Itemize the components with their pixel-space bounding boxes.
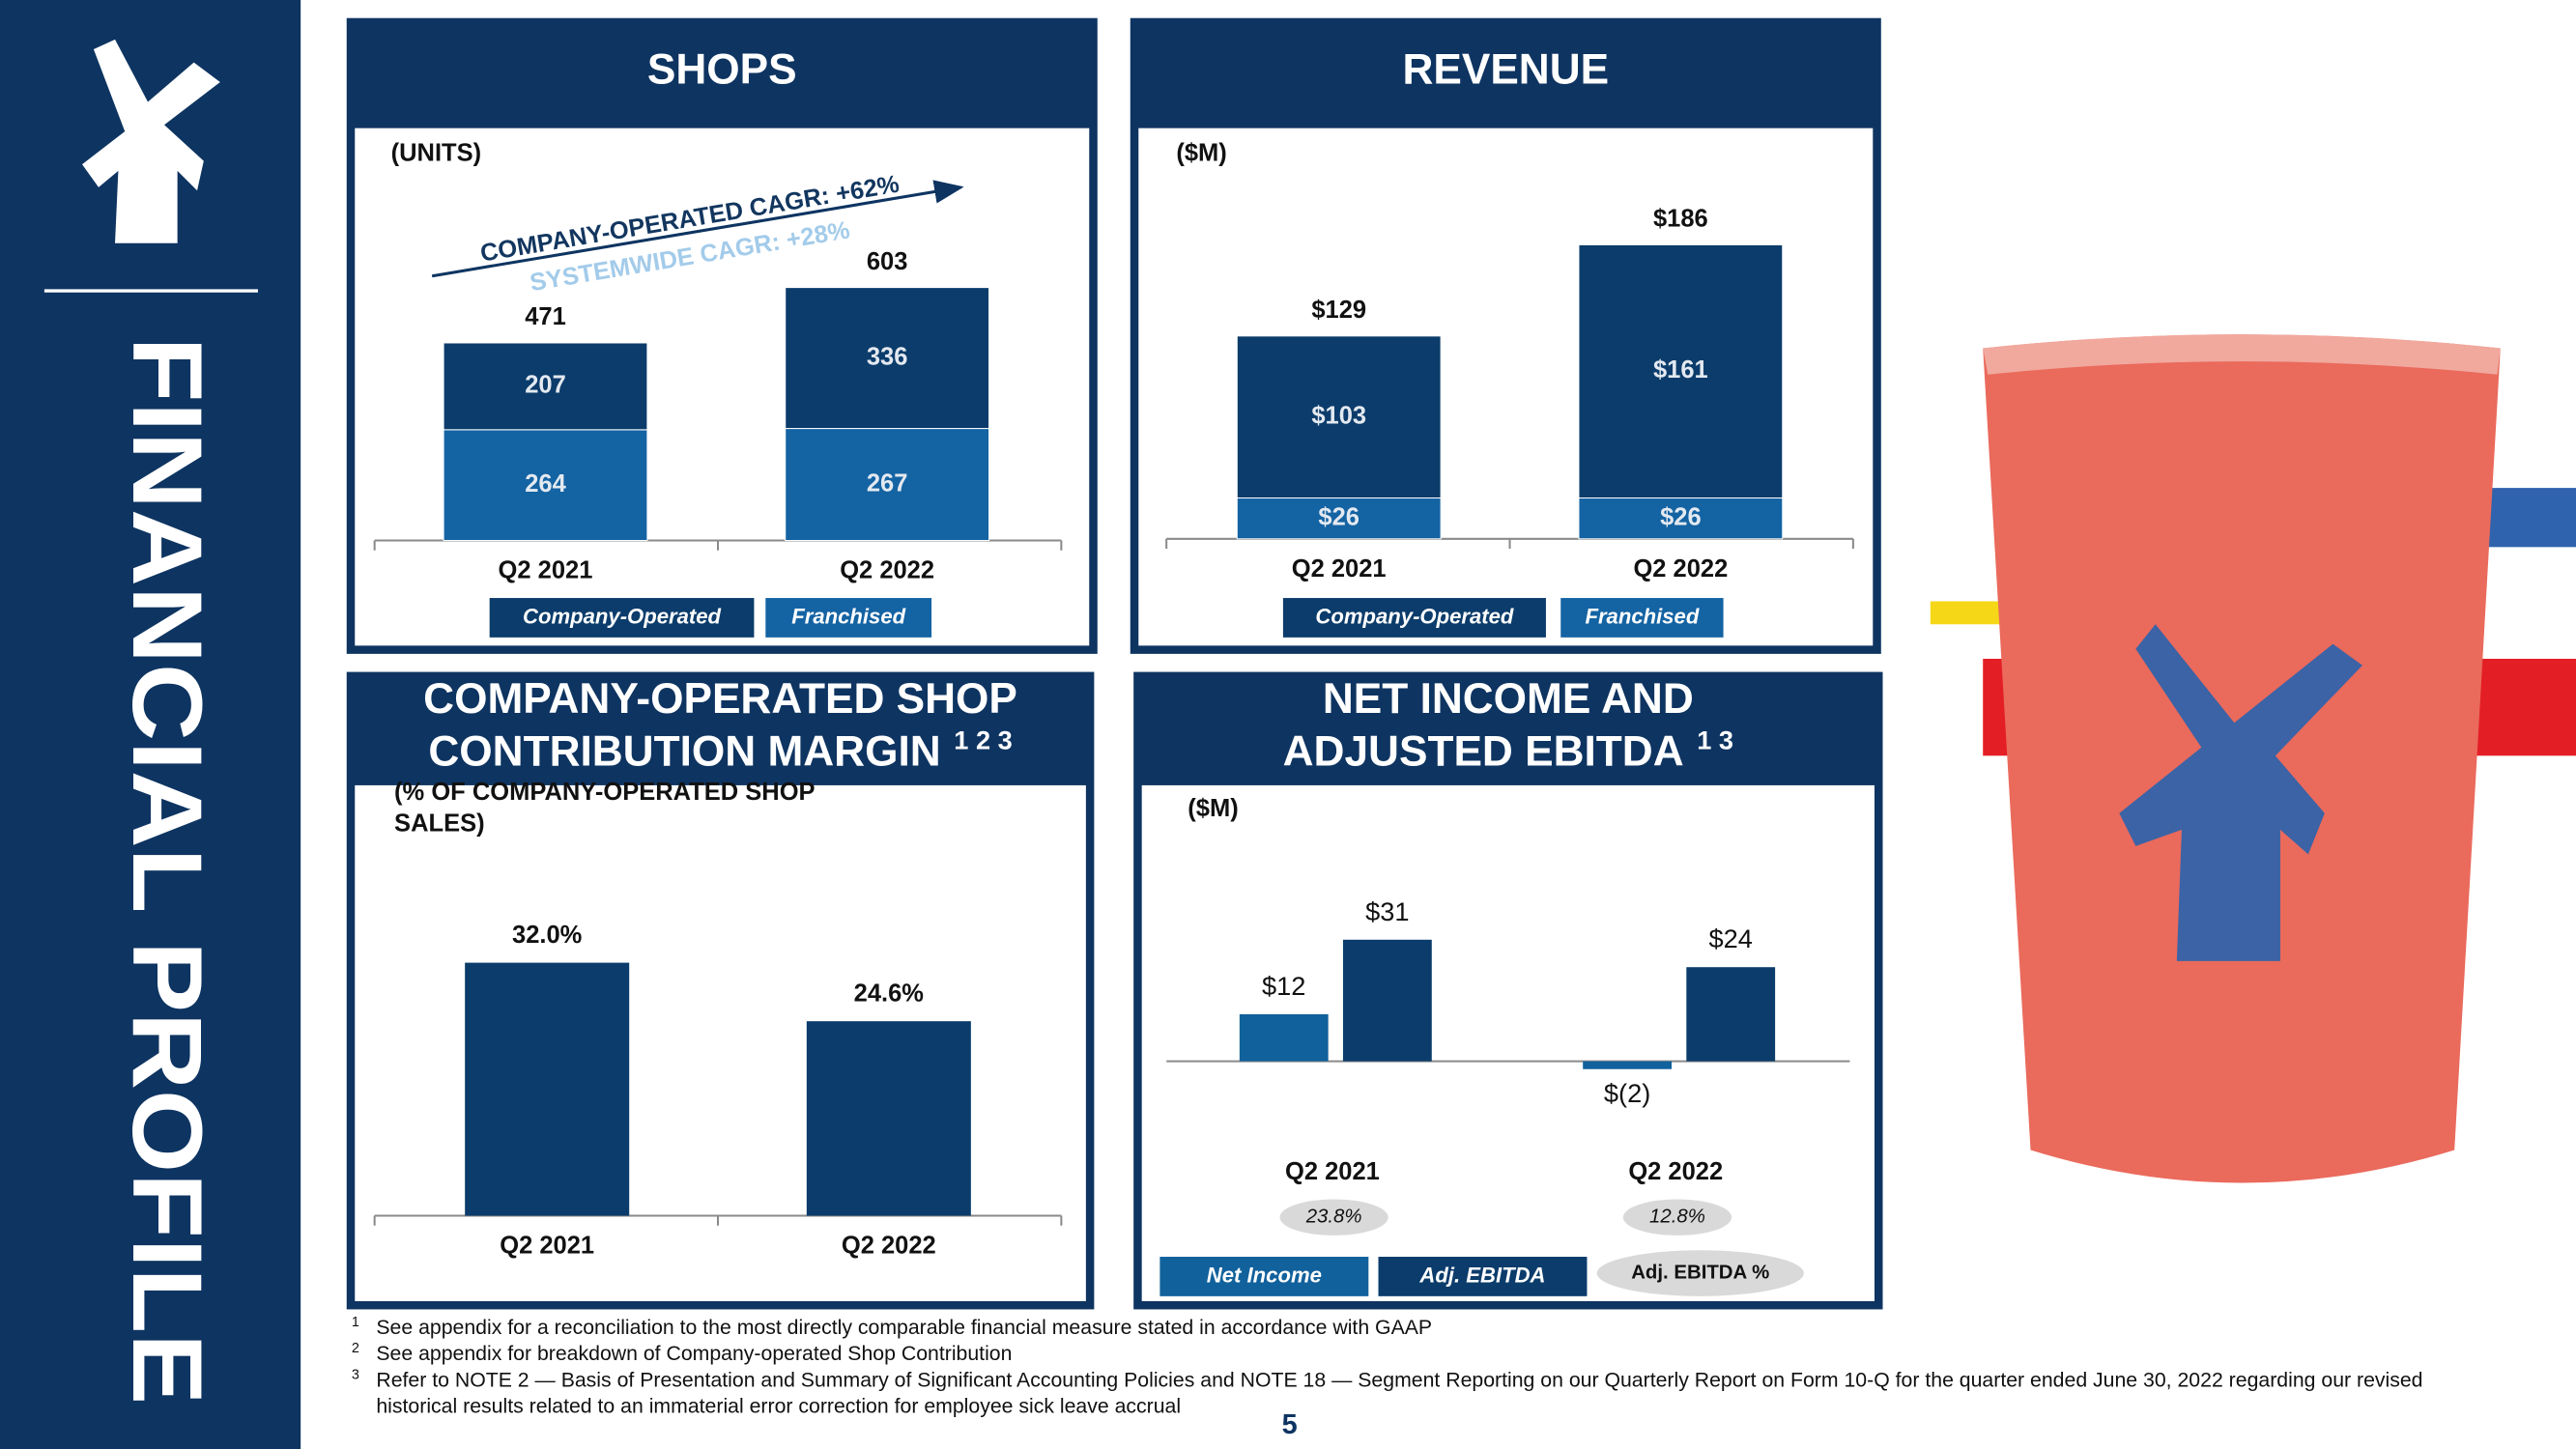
footnote-text: Refer to NOTE 2 — Basis of Presentation … (376, 1368, 2423, 1417)
legend-label: Net Income (1207, 1263, 1322, 1287)
footnote-mark: 3 (352, 1367, 359, 1382)
legend-label: Adj. EBITDA (1418, 1263, 1545, 1287)
footnote-text: See appendix for a reconciliation to the… (376, 1316, 1433, 1340)
legend-label: Franchised (1585, 604, 1699, 628)
bar (1239, 1013, 1329, 1062)
total-label: $129 (1311, 297, 1366, 324)
ratio-pill (1279, 1199, 1388, 1236)
segment-label: 207 (525, 372, 566, 399)
footnote-mark: 2 (352, 1341, 359, 1356)
total-label: 603 (867, 248, 908, 275)
footnote-text-box: See appendix for breakdown of Company-op… (376, 1342, 1013, 1366)
bar-segment (1236, 335, 1442, 499)
value-label: $24 (1709, 923, 1753, 953)
legend-label: Adj. EBITDA % (1631, 1262, 1769, 1283)
legend-swatch (1159, 1257, 1369, 1296)
legend-swatch (1282, 598, 1546, 638)
bar-segment (443, 342, 648, 431)
bar-segment (1578, 243, 1784, 499)
x-tick-label: Q2 2021 (1285, 1158, 1380, 1185)
legend-swatch (765, 598, 932, 638)
x-tick-label: Q2 2022 (840, 557, 934, 584)
legend-swatch (1560, 598, 1724, 638)
panel-title: CONTRIBUTION MARGIN 1 2 3 (428, 725, 1012, 775)
value-label: $12 (1262, 971, 1305, 1001)
segment-label: $26 (1660, 503, 1702, 530)
page-number: 5 (1282, 1409, 1298, 1440)
ratio-label: 12.8% (1649, 1207, 1705, 1228)
legend-swatch (489, 598, 755, 638)
bar (1686, 967, 1776, 1062)
segment-label: $103 (1311, 402, 1366, 429)
panel-title: ADJUSTED EBITDA 1 3 (1283, 725, 1733, 775)
footnote-text-box: Refer to NOTE 2 — Basis of Presentation … (376, 1368, 2423, 1417)
panel-title-line: CONTRIBUTION MARGIN (428, 727, 940, 775)
product-image (1930, 334, 2576, 1183)
footnote-text-box: See appendix for a reconciliation to the… (376, 1316, 1433, 1340)
x-tick-label: Q2 2021 (500, 1233, 594, 1260)
total-label: $186 (1653, 206, 1708, 233)
x-tick-label: Q2 2022 (1633, 555, 1728, 582)
panel-body (355, 784, 1086, 1301)
segment-label: $26 (1318, 503, 1360, 530)
panel-title-line: NET INCOME AND (1323, 675, 1694, 723)
bar-segment (1578, 497, 1784, 540)
title-note: 1 3 (1697, 725, 1733, 755)
legend-label: Company-Operated (523, 604, 721, 628)
segment-label: 267 (867, 469, 908, 497)
legend-swatch (1378, 1257, 1588, 1296)
footnote-mark: 1 (352, 1315, 359, 1330)
unit-label: (UNITS) (391, 140, 481, 167)
logo (82, 39, 220, 243)
footnote-text: See appendix for breakdown of Company-op… (376, 1342, 1013, 1366)
value-label: $(2) (1604, 1078, 1650, 1108)
unit-label: ($M) (1188, 795, 1238, 822)
bar (465, 962, 630, 1216)
x-tick-label: Q2 2022 (1628, 1158, 1723, 1185)
panel-title-line: ADJUSTED EBITDA (1283, 727, 1684, 775)
panel-title: COMPANY-OPERATED SHOP (423, 675, 1017, 723)
legend-swatch (1596, 1250, 1804, 1296)
segment-label: 336 (867, 343, 908, 370)
side-title: FINANCIAL PROFILE (112, 337, 222, 1405)
segment-label: 264 (525, 470, 566, 497)
panel-title: NET INCOME AND (1323, 675, 1694, 723)
value-label: $31 (1365, 896, 1409, 926)
panel-title-line: COMPANY-OPERATED SHOP (423, 675, 1017, 723)
ratio-label: 23.8% (1305, 1207, 1362, 1228)
bar (806, 1021, 971, 1216)
value-label: 24.6% (854, 980, 924, 1008)
legend-label: Franchised (791, 604, 905, 628)
bar-segment (443, 429, 648, 542)
x-tick-label: Q2 2021 (499, 557, 593, 584)
cagr-arrow (431, 180, 964, 278)
unit-label: (% OF COMPANY-OPERATED SHOP SALES) (394, 779, 816, 838)
bar-segment (1236, 497, 1442, 540)
unit-label: ($M) (1176, 140, 1226, 167)
segment-label: $161 (1653, 356, 1708, 384)
ratio-pill (1622, 1199, 1732, 1236)
value-label: 32.0% (512, 922, 582, 949)
title-note: 1 2 3 (954, 725, 1012, 755)
bar-segment (785, 428, 990, 542)
x-tick-label: Q2 2021 (1292, 555, 1387, 582)
x-tick-label: Q2 2022 (842, 1233, 936, 1260)
bar-segment (785, 287, 990, 430)
bar (1342, 939, 1432, 1062)
legend-label: Company-Operated (1315, 604, 1513, 628)
panel-title: REVENUE (1402, 45, 1609, 93)
panel-title: SHOPS (647, 45, 797, 93)
bar (1583, 1061, 1673, 1069)
total-label: 471 (525, 303, 566, 330)
unit-label-box: (% OF COMPANY-OPERATED SHOP SALES) (394, 779, 816, 838)
